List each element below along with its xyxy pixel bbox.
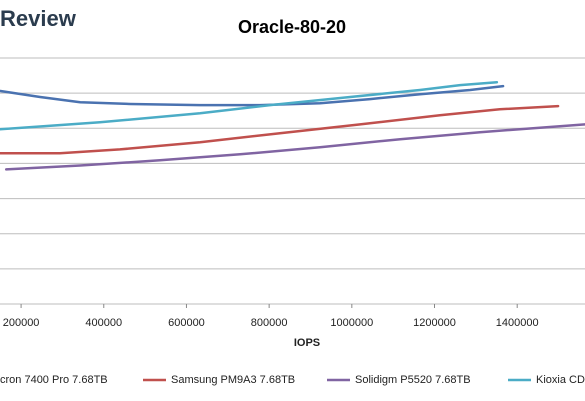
series-line <box>0 80 499 131</box>
x-tick-label: 400000 <box>85 317 122 329</box>
series-line <box>4 123 585 171</box>
brand-logo: Review <box>0 6 77 31</box>
legend-label: Samsung PM9A3 7.68TB <box>171 374 295 386</box>
legend-label: Kioxia CD <box>536 374 585 386</box>
x-axis-label: IOPS <box>294 337 320 349</box>
x-tick-label: 1200000 <box>413 317 456 329</box>
chart-title: Oracle-80-20 <box>238 17 346 37</box>
x-tick-label: 600000 <box>168 317 205 329</box>
legend-label: cron 7400 Pro 7.68TB <box>0 374 108 386</box>
x-tick-label: 200000 <box>3 317 40 329</box>
x-tick-label: 800000 <box>251 317 288 329</box>
series-line <box>0 104 560 155</box>
legend-label: Solidigm P5520 7.68TB <box>355 374 471 386</box>
x-tick-label: 1000000 <box>330 317 373 329</box>
x-tick-label: 1400000 <box>496 317 539 329</box>
